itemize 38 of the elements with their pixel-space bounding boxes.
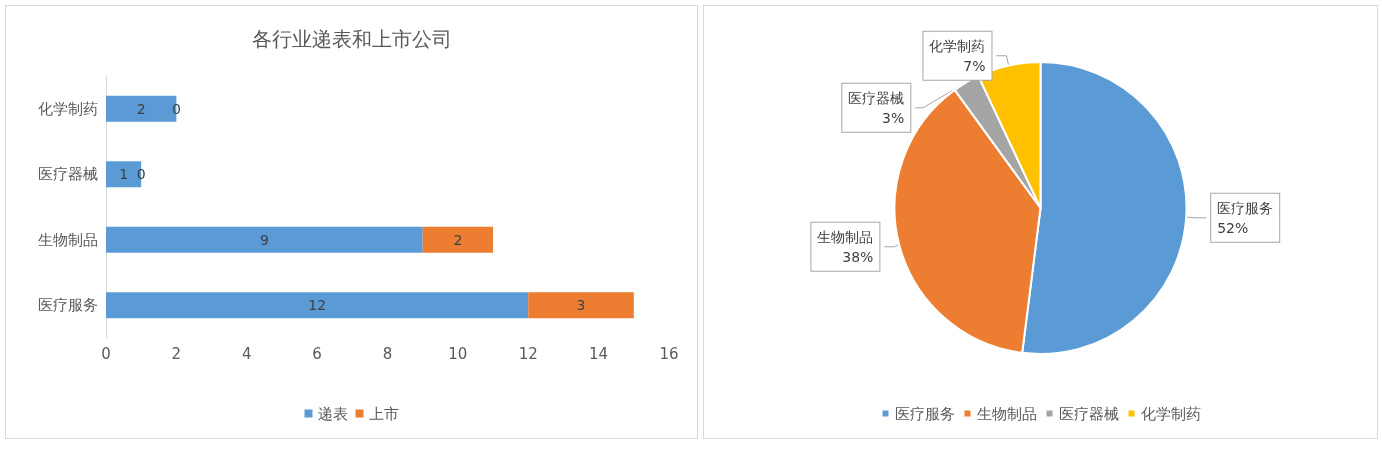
data-label: 3% — [882, 109, 905, 126]
slice-label: 化学制药 — [929, 37, 986, 54]
data-label: 52% — [1217, 219, 1249, 236]
data-label: 38% — [842, 248, 874, 265]
data-label: 2 — [136, 100, 146, 117]
y-tick-label: 医疗服务 — [38, 296, 98, 315]
x-tick-label: 6 — [312, 344, 322, 363]
chart-title: 各行业递表和上市公司 — [251, 27, 452, 51]
y-tick-label: 生物制品 — [38, 230, 98, 249]
x-tick-label: 12 — [518, 344, 538, 363]
legend-label: 上市 — [368, 404, 399, 423]
data-label: 1 — [119, 166, 129, 183]
data-label: 7% — [963, 57, 986, 74]
x-tick-label: 4 — [241, 344, 252, 363]
legend-label: 生物制品 — [976, 404, 1037, 423]
x-tick-label: 0 — [101, 344, 111, 363]
legend-label: 医疗服务 — [894, 404, 955, 423]
x-tick-label: 16 — [659, 344, 679, 363]
x-tick-label: 10 — [448, 344, 468, 363]
x-tick-label: 8 — [382, 344, 393, 363]
y-tick-label: 医疗器械 — [38, 165, 98, 184]
y-tick-label: 化学制药 — [38, 99, 98, 118]
data-label: 3 — [576, 297, 586, 314]
legend-label: 化学制药 — [1140, 404, 1201, 423]
bar — [106, 292, 529, 319]
x-tick-label: 14 — [589, 344, 609, 363]
bar — [106, 226, 423, 253]
bar — [422, 226, 494, 253]
x-tick-label: 2 — [171, 344, 182, 363]
legend-label: 递表 — [317, 404, 348, 423]
legend-label: 医疗器械 — [1058, 404, 1119, 423]
bar — [528, 292, 634, 319]
slice-label: 生物制品 — [817, 228, 874, 245]
slice-label: 医疗器械 — [848, 89, 905, 106]
data-label: 2 — [453, 231, 463, 248]
slice-label: 医疗服务 — [1217, 199, 1274, 216]
data-label: 12 — [308, 297, 327, 314]
data-label: 9 — [259, 231, 269, 248]
